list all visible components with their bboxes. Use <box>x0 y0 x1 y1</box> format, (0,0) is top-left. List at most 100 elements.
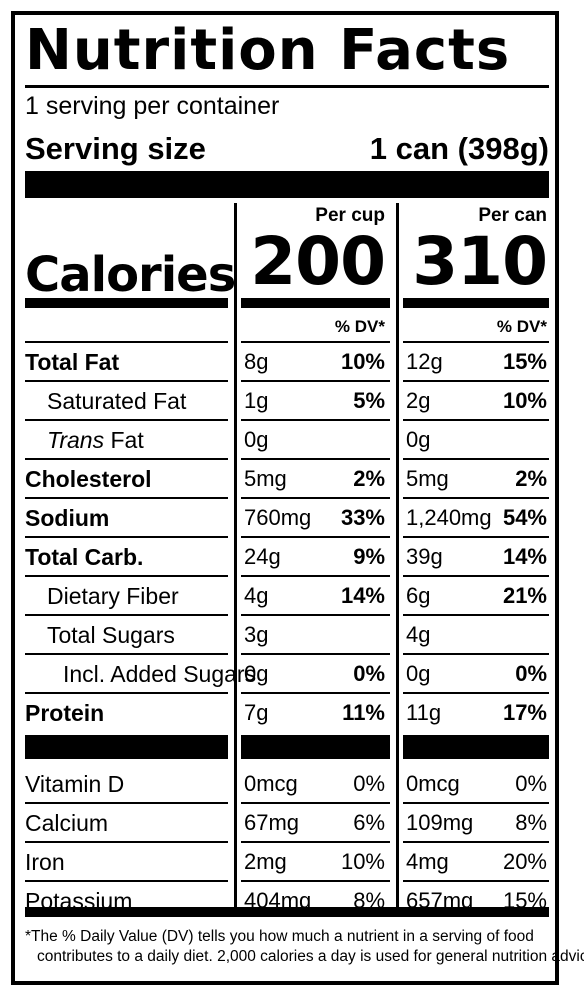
nutrient-name: Trans Fat <box>47 427 144 453</box>
row-divider-cup <box>241 536 390 538</box>
nutrient-name: Saturated Fat <box>47 388 187 414</box>
calories-divider-cup <box>241 298 390 308</box>
can-amount: 109mg <box>406 810 474 835</box>
nutrition-facts-label: Nutrition Facts 1 serving per container … <box>11 11 584 985</box>
label-title: Nutrition Facts <box>25 18 511 83</box>
cup-amount: 5mg <box>244 466 287 491</box>
cup-amount: 8g <box>244 349 269 374</box>
cup-daily-value: 9% <box>353 544 385 569</box>
cup-amount: 0mcg <box>244 771 298 796</box>
cup-daily-value: 0% <box>353 661 385 686</box>
row-divider <box>25 419 228 421</box>
row-divider-can <box>403 614 549 616</box>
can-daily-value: 14% <box>502 544 547 569</box>
serving-size-value: 1 can (398g) <box>369 131 549 166</box>
nutrient-name-rest: Fat <box>104 427 144 453</box>
cup-amount: 7g <box>244 700 269 725</box>
per-can-dv-header: % DV* <box>496 317 547 336</box>
column-divider-right <box>396 203 399 907</box>
vitamin-divider-can <box>403 841 549 843</box>
cup-amount: 4g <box>244 583 269 608</box>
row-divider-cup <box>241 341 390 343</box>
can-daily-value: 21% <box>502 583 547 608</box>
footnote-line-1: *The % Daily Value (DV) tells you how mu… <box>25 928 534 945</box>
per-cup-header: Per cup <box>315 205 385 226</box>
cup-daily-value: 33% <box>340 505 385 530</box>
nutrient-name-italic: Trans <box>47 427 105 453</box>
can-amount: 2g <box>406 388 431 413</box>
vitamin-divider <box>25 841 228 843</box>
can-daily-value: 17% <box>502 700 547 725</box>
row-divider <box>25 458 228 460</box>
per-cup-dv-header: % DV* <box>334 317 385 336</box>
nutrient-name: Protein <box>25 700 105 726</box>
cup-daily-value: 0% <box>353 771 385 796</box>
nutrient-name: Total Carb. <box>25 544 144 570</box>
row-divider-cup <box>241 692 390 694</box>
can-daily-value: 0% <box>515 771 547 796</box>
vitamin-bar <box>25 735 228 759</box>
cup-daily-value: 11% <box>342 700 385 725</box>
serving-size-label: Serving size <box>25 131 206 166</box>
per-can-calories: 310 <box>412 223 548 300</box>
row-divider-can <box>403 458 549 460</box>
row-divider <box>25 341 228 343</box>
cup-amount: 1g <box>244 388 269 413</box>
row-divider-cup <box>241 458 390 460</box>
row-divider-can <box>403 692 549 694</box>
vitamin-divider-can <box>403 802 549 804</box>
can-amount: 6g <box>406 583 431 608</box>
row-divider <box>25 692 228 694</box>
can-amount: 0mcg <box>406 771 460 796</box>
can-daily-value: 54% <box>502 505 547 530</box>
can-daily-value: 15% <box>502 349 547 374</box>
row-divider-can <box>403 341 549 343</box>
calories-label: Calories <box>25 247 236 303</box>
cup-daily-value: 14% <box>340 583 385 608</box>
cup-daily-value: 2% <box>353 466 385 491</box>
row-divider-can <box>403 575 549 577</box>
footnote-line-2: contributes to a daily diet. 2,000 calor… <box>37 948 584 965</box>
can-amount: 0g <box>406 427 431 452</box>
nutrient-name: Total Fat <box>25 349 120 375</box>
vitamin-bar-can <box>403 735 549 759</box>
row-divider <box>25 575 228 577</box>
row-divider <box>25 497 228 499</box>
cup-amount: 3g <box>244 622 269 647</box>
row-divider-cup <box>241 653 390 655</box>
can-amount: 11g <box>406 700 442 725</box>
vitamin-divider-can <box>403 880 549 882</box>
row-divider <box>25 614 228 616</box>
can-amount: 4g <box>406 622 431 647</box>
cup-amount: 24g <box>244 544 281 569</box>
nutrient-name: Total Sugars <box>47 622 175 648</box>
cup-amount: 67mg <box>244 810 300 835</box>
can-daily-value: 2% <box>515 466 547 491</box>
row-divider <box>25 536 228 538</box>
can-daily-value: 20% <box>502 849 547 874</box>
nutrient-name: Incl. Added Sugars <box>63 661 257 687</box>
vitamin-bar-cup <box>241 735 390 759</box>
calories-divider-can <box>403 298 549 308</box>
thick-divider <box>25 171 549 198</box>
can-amount: 0g <box>406 661 431 686</box>
cup-daily-value: 10% <box>340 849 385 874</box>
nutrient-name: Cholesterol <box>25 466 152 492</box>
row-divider-can <box>403 419 549 421</box>
nutrient-name: Dietary Fiber <box>47 583 179 609</box>
column-divider-left <box>234 203 237 907</box>
can-amount: 39g <box>406 544 443 569</box>
row-divider-can <box>403 380 549 382</box>
cup-daily-value: 5% <box>353 388 385 413</box>
vitamin-name: Iron <box>25 849 65 875</box>
can-daily-value: 10% <box>502 388 547 413</box>
vitamin-divider-cup <box>241 880 390 882</box>
cup-amount: 760mg <box>244 505 312 530</box>
row-divider-can <box>403 497 549 499</box>
servings-per-container: 1 serving per container <box>25 92 280 120</box>
vitamin-divider <box>25 880 228 882</box>
cup-amount: 2mg <box>244 849 287 874</box>
per-cup-calories: 200 <box>250 223 386 300</box>
row-divider <box>25 380 228 382</box>
row-divider-cup <box>241 380 390 382</box>
